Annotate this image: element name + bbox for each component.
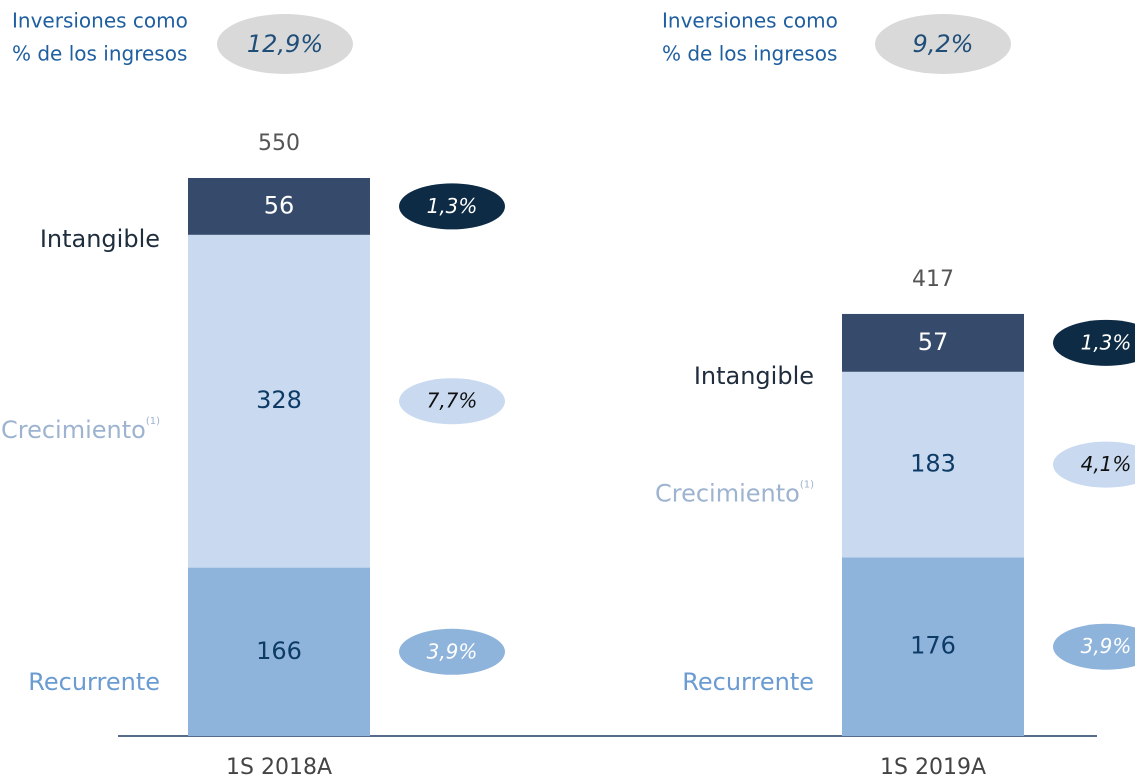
series-name: Intangible xyxy=(694,362,814,390)
share-badge xyxy=(399,628,505,675)
note-marker: (1) xyxy=(146,416,160,427)
bar-segment xyxy=(188,234,370,568)
bar-segment xyxy=(188,178,370,235)
share-label: 1,3% xyxy=(427,194,478,218)
share-badge xyxy=(1053,319,1135,366)
share-label: 3,9% xyxy=(427,639,478,663)
share-label: 4,1% xyxy=(1081,452,1132,476)
x-tick-label: 1S 2019A xyxy=(880,755,986,779)
total-label: 417 xyxy=(912,267,954,292)
share-badge xyxy=(875,14,1011,74)
note-marker: (1) xyxy=(800,480,814,491)
share-value: 9,2% xyxy=(913,30,974,58)
series-name: Recurrente xyxy=(28,668,160,696)
share-label: 7,7% xyxy=(427,389,478,413)
value-label: 56 xyxy=(264,191,295,219)
value-label: 57 xyxy=(918,328,949,356)
share-header-label: Inversiones como xyxy=(662,9,838,33)
value-label: 176 xyxy=(910,632,956,660)
series-label: Intangible xyxy=(40,225,160,253)
bar-segment xyxy=(842,313,1024,372)
series-label: Crecimiento(1) xyxy=(1,416,160,444)
value-label: 183 xyxy=(910,450,956,478)
share-header-label: Inversiones como xyxy=(12,9,188,33)
bar-segment xyxy=(188,567,370,736)
x-tick-label: 1S 2018A xyxy=(226,755,332,779)
share-badge xyxy=(217,14,353,74)
bar-segment xyxy=(842,371,1024,558)
series-name: Crecimiento xyxy=(1,416,146,444)
share-label: 1,3% xyxy=(1081,330,1132,354)
share-badge xyxy=(399,378,505,425)
value-label: 328 xyxy=(256,386,302,414)
share-header-label: % de los ingresos xyxy=(12,42,187,66)
series-label: Intangible xyxy=(694,362,814,390)
series-name: Crecimiento xyxy=(655,480,800,508)
series-label: Recurrente xyxy=(682,668,814,696)
series-label: Crecimiento(1) xyxy=(655,480,814,508)
total-label: 550 xyxy=(258,131,300,156)
bar-segment xyxy=(842,557,1024,736)
share-header-label: % de los ingresos xyxy=(662,42,837,66)
share-value: 12,9% xyxy=(247,30,323,58)
share-label: 3,9% xyxy=(1081,634,1132,658)
share-badge xyxy=(1053,441,1135,488)
share-badge xyxy=(1053,623,1135,670)
series-name: Recurrente xyxy=(682,668,814,696)
series-name: Intangible xyxy=(40,225,160,253)
share-badge xyxy=(399,183,505,230)
series-label: Recurrente xyxy=(28,668,160,696)
value-label: 166 xyxy=(256,637,302,665)
